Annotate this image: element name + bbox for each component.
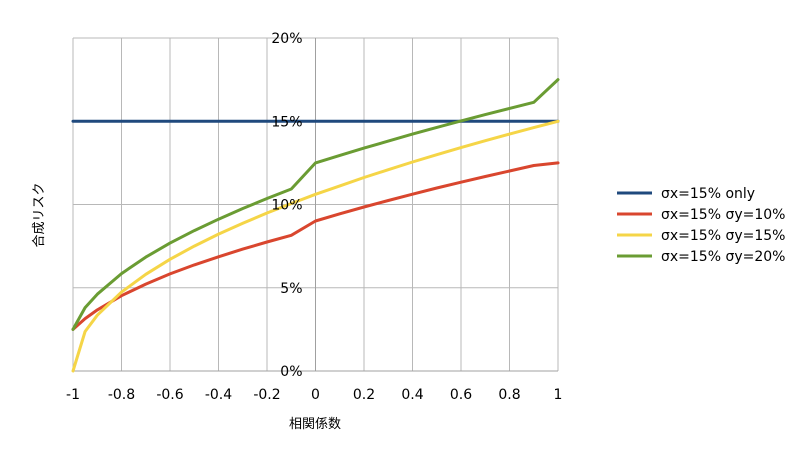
legend-item: σx=15% σy=10% [617, 207, 785, 223]
legend-item: σx=15% σy=15% [617, 228, 785, 244]
x-tick-label: -0.4 [205, 387, 232, 403]
y-axis-title: 合成リスク [32, 182, 47, 247]
tick-labels: -1 -0.8 -0.6 -0.4 -0.2 0 0.2 0.4 0.6 0.8 10%5%10%1… [66, 31, 562, 403]
x-tick-label: -1 [66, 387, 80, 403]
axes [73, 38, 558, 372]
y-tick-label: 10% [271, 198, 302, 214]
legend-label: σx=15% only [661, 186, 755, 202]
y-tick-label: 0% [280, 364, 302, 380]
x-tick-label: 0.8 [498, 387, 520, 403]
y-tick-label: 15% [271, 114, 302, 130]
x-tick-label: -0.8 [108, 387, 135, 403]
legend-item: σx=15% σy=20% [617, 249, 785, 265]
x-tick-label: -0.6 [156, 387, 183, 403]
x-axis-title: 相関係数 [289, 417, 341, 432]
series-line-3 [71, 119, 560, 373]
legend: σx=15% only σx=15% σy=10% σx=15% σy=15% σx=… [617, 186, 785, 265]
series-line-4 [71, 78, 560, 331]
x-tick-label: 0 [311, 387, 320, 403]
legend-label: σx=15% σy=10% [661, 207, 785, 223]
legend-label: σx=15% σy=15% [661, 228, 785, 244]
x-tick-label: 0.2 [353, 387, 375, 403]
x-tick-label: 1 [554, 387, 563, 403]
series-lines [71, 78, 560, 373]
y-tick-label: 20% [271, 31, 302, 47]
x-tick-label: 0.6 [450, 387, 472, 403]
series-line-2 [71, 161, 560, 331]
y-tick-label: 5% [280, 281, 302, 297]
legend-item: σx=15% only [617, 186, 755, 202]
legend-label: σx=15% σy=20% [661, 249, 785, 265]
x-tick-label: -0.2 [253, 387, 280, 403]
x-tick-label: 0.4 [401, 387, 423, 403]
